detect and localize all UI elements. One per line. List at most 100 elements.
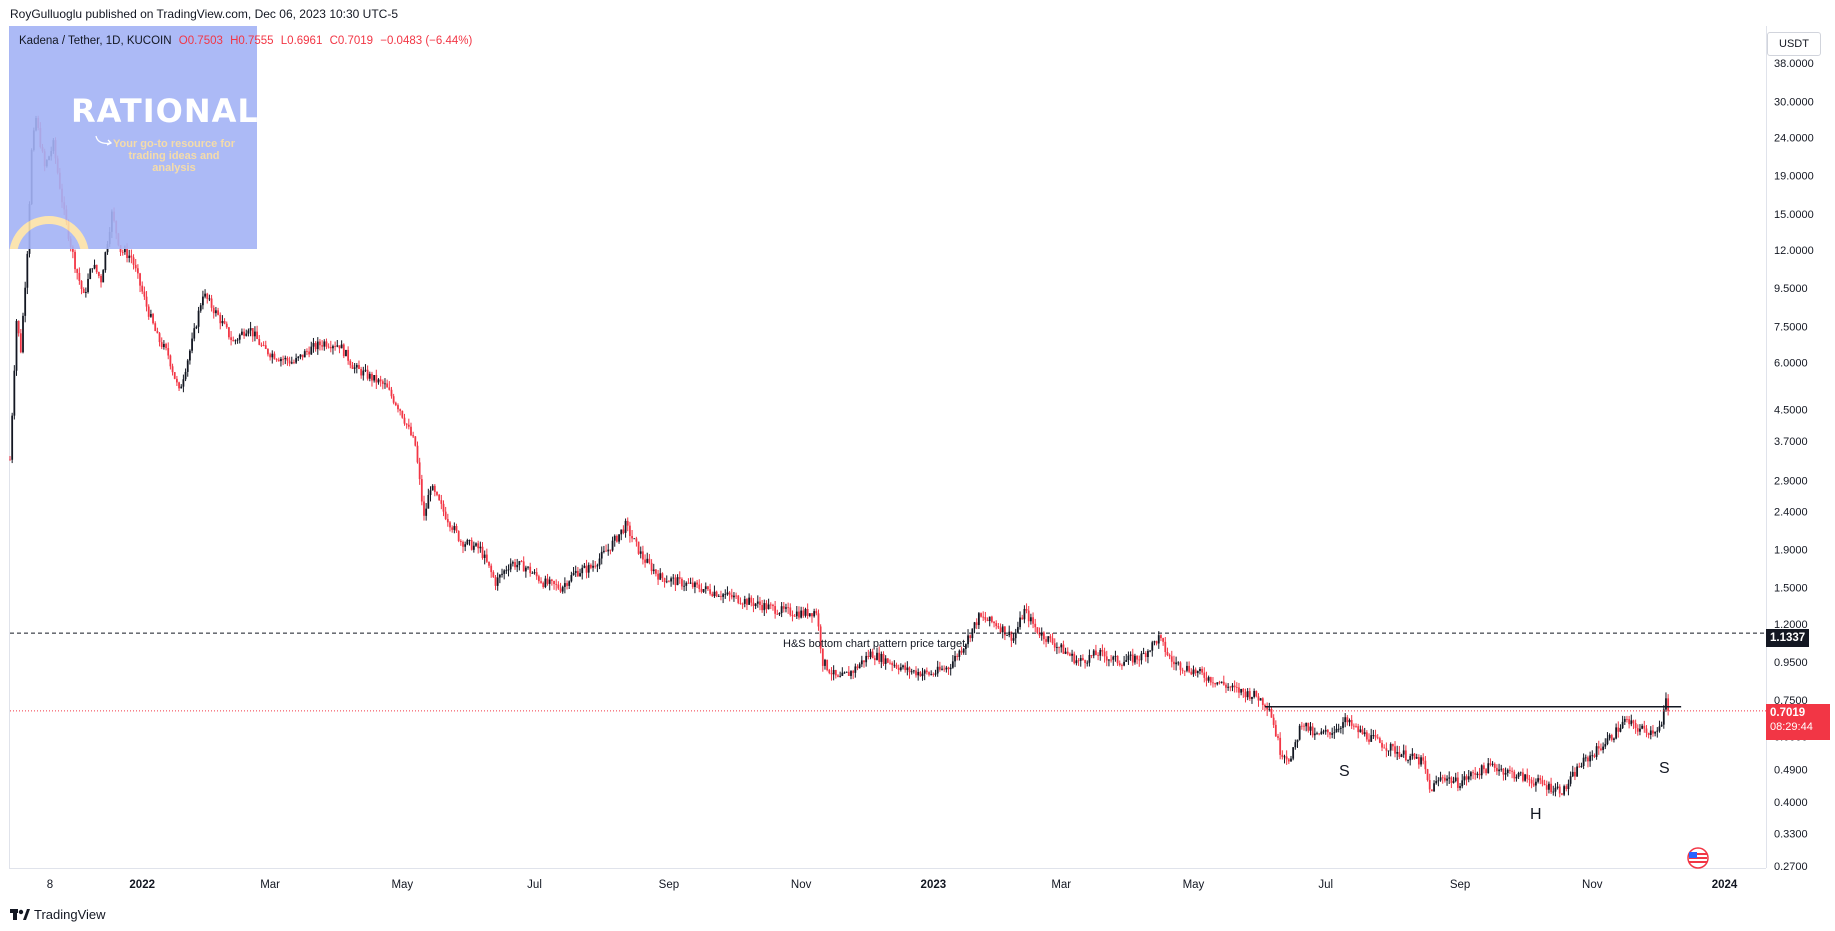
candle-body	[622, 529, 625, 533]
candle-body	[1430, 789, 1433, 792]
tradingview-logo-icon	[10, 908, 30, 920]
candle-body	[1216, 682, 1219, 685]
candle-body	[711, 593, 714, 597]
candle-body	[1487, 763, 1490, 774]
candle-body	[290, 362, 293, 364]
price-tick-label: 12.0000	[1774, 245, 1814, 257]
candle-body	[529, 566, 532, 574]
candle-body	[241, 331, 243, 335]
candle-body	[969, 635, 972, 639]
candle-body	[1372, 735, 1375, 736]
candle-body	[1307, 722, 1310, 731]
candle-body	[488, 561, 490, 566]
open-value: O0.7503	[178, 35, 223, 47]
candle-body	[908, 667, 911, 673]
candle-body	[455, 525, 458, 532]
price-tick-label: 2.9000	[1774, 476, 1808, 488]
last-price-badge: 0.7019 08:29:44	[1766, 704, 1830, 740]
ohlc-legend[interactable]: Kadena / Tether, 1D, KUCOIN O0.7503 H0.7…	[19, 35, 476, 47]
candle-body	[1578, 766, 1581, 768]
candle-body	[832, 670, 835, 675]
candle-body	[1400, 754, 1403, 757]
time-tick-label: Nov	[791, 879, 812, 891]
candle-body	[661, 573, 664, 579]
candle-body	[975, 622, 978, 626]
price-tick-label: 30.0000	[1774, 96, 1814, 108]
candle-body	[355, 365, 358, 368]
candle-body	[1428, 780, 1431, 790]
candle-body	[1201, 668, 1204, 673]
candle-body	[1212, 682, 1214, 684]
candle-body	[299, 354, 302, 357]
candle-body	[867, 655, 870, 657]
candle-body	[297, 356, 300, 359]
candle-body	[919, 672, 922, 677]
candle-body	[524, 567, 527, 572]
candle-body	[373, 375, 376, 381]
candle-body	[427, 494, 430, 509]
candle-body	[1075, 660, 1078, 664]
price-tick-label: 9.5000	[1774, 283, 1808, 295]
currency-selector[interactable]: USDT	[1767, 32, 1821, 56]
candle-body	[267, 348, 269, 355]
time-axis-ticks: 8 2022 Mar May Jul Sep Nov 2023 Mar May Jul Sep Nov 2…	[47, 879, 1738, 891]
candle-body	[444, 511, 447, 520]
candle-body	[1415, 757, 1418, 759]
candle-body	[1296, 739, 1299, 743]
price-tick-label: 1.5000	[1774, 583, 1808, 595]
close-value: C0.7019	[329, 35, 374, 47]
candle-body	[1129, 654, 1132, 656]
price-axis[interactable]	[1766, 26, 1835, 868]
candle-body	[982, 616, 985, 618]
candle-body	[1164, 641, 1167, 653]
price-tick-label: 0.4900	[1774, 764, 1808, 776]
candle-body	[1073, 653, 1076, 664]
candle-body	[629, 525, 631, 537]
candle-body	[1636, 728, 1639, 732]
candle-body	[342, 344, 345, 357]
candle-body	[821, 648, 824, 666]
candle-body	[830, 672, 833, 675]
candle-body	[306, 351, 308, 352]
us-flag-icon[interactable]	[1683, 847, 1713, 869]
candle-body	[941, 668, 943, 670]
tradingview-brand[interactable]: TradingView	[10, 907, 106, 922]
candle-body	[1587, 757, 1589, 762]
candle-body	[1053, 643, 1056, 648]
candle-body	[1409, 756, 1412, 761]
candle-body	[1192, 669, 1195, 675]
candle-body	[793, 615, 796, 617]
candle-body	[1019, 617, 1021, 628]
candle-body	[1502, 768, 1505, 775]
curved-arrow-icon	[95, 135, 113, 146]
chart-pane[interactable]	[9, 26, 1766, 869]
candle-body	[381, 381, 384, 384]
candle-body	[973, 622, 976, 629]
candle-body	[516, 564, 519, 568]
candle-body	[1077, 660, 1080, 662]
candle-body	[303, 351, 306, 358]
candle-body	[505, 570, 508, 572]
candle-body	[1545, 785, 1548, 790]
candle-body	[1225, 684, 1227, 688]
candle-body	[934, 673, 937, 675]
candle-body	[371, 373, 373, 381]
candle-body	[1567, 783, 1570, 790]
candle-body	[1496, 767, 1498, 772]
candle-body	[130, 255, 133, 258]
candle-body	[921, 673, 924, 677]
candle-body	[1144, 653, 1147, 657]
candle-body	[1667, 698, 1670, 711]
candle-body	[672, 577, 675, 579]
candle-body	[1363, 732, 1366, 735]
candle-body	[332, 346, 334, 349]
candle-body	[1274, 724, 1277, 737]
time-tick-label: Sep	[1450, 879, 1470, 891]
candle-body	[568, 581, 571, 586]
symbol-label[interactable]: Kadena / Tether, 1D, KUCOIN	[19, 35, 172, 47]
candle-body	[1396, 751, 1399, 754]
candle-body	[1045, 639, 1047, 642]
candle-body	[1422, 757, 1425, 761]
candle-body	[1626, 718, 1628, 720]
